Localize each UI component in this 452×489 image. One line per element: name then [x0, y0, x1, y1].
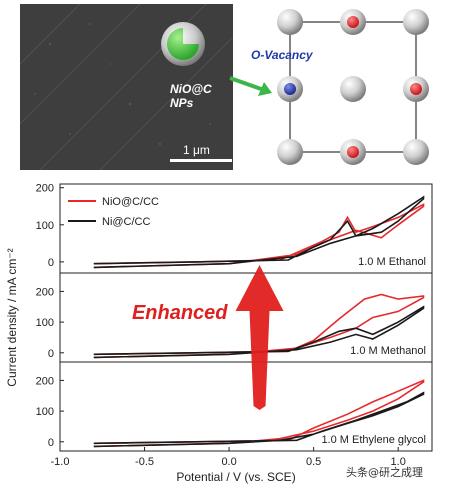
vacancy-label: O-Vacancy: [251, 48, 313, 62]
enhanced-label: Enhanced: [132, 302, 228, 324]
np-label: NiO@C NPs: [170, 82, 212, 110]
panel-label: 1.0 M Methanol: [350, 345, 426, 357]
scale-bar: [170, 159, 232, 162]
panel-label: 1.0 M Ethanol: [358, 256, 426, 268]
cv-curve-ni: [93, 195, 425, 269]
x-tick-label: 1.0: [391, 456, 406, 468]
y-tick-label: 0: [48, 348, 54, 360]
nanoparticle-core: [167, 28, 199, 60]
vacancy-atom: [284, 83, 296, 95]
sem-texture: [20, 4, 233, 170]
x-tick-label: 0.5: [306, 456, 321, 468]
scale-label: 1 μm: [183, 143, 210, 157]
x-tick-label: -0.5: [135, 456, 154, 468]
y-tick-label: 100: [36, 406, 54, 418]
cv-curve-nio: [93, 293, 425, 359]
cv-chart: 0 100 200 1.0 M Ethanol 0 100 200 1.0 M Methano…: [5, 183, 433, 484]
sem-micrograph: NiO@C NPs 1 μm: [20, 4, 233, 170]
enhanced-arrow: [235, 265, 284, 410]
x-axis-title: Potential / V (vs. SCE): [176, 470, 295, 484]
cv-curve-nio: [93, 379, 425, 448]
panel-frame: [59, 361, 433, 452]
y-tick-label: 100: [36, 220, 54, 232]
y-tick-label: 0: [48, 437, 54, 449]
panel-label: 1.0 M Ethylene glycol: [321, 434, 426, 446]
ni-atoms: [277, 9, 429, 165]
o-atoms: [277, 9, 429, 165]
legend-label: Ni@C/CC: [102, 216, 150, 228]
cv-curve-ni: [93, 305, 425, 359]
lattice-diagram: [277, 9, 429, 165]
x-tick-label: 0.0: [221, 456, 236, 468]
y-tick-label: 100: [36, 317, 54, 329]
y-axis-title: Current density / mA cm⁻²: [5, 248, 19, 386]
y-tick-label: 200: [36, 286, 54, 298]
x-tick-label: -1.0: [51, 456, 70, 468]
green-arrow: [229, 76, 272, 96]
cv-curve-ni: [93, 391, 425, 448]
watermark: 头条@研之成理: [346, 466, 423, 479]
legend-label: NiO@C/CC: [102, 196, 159, 208]
y-tick-label: 200: [36, 183, 54, 195]
y-tick-label: 0: [48, 257, 54, 269]
y-tick-label: 200: [36, 375, 54, 387]
